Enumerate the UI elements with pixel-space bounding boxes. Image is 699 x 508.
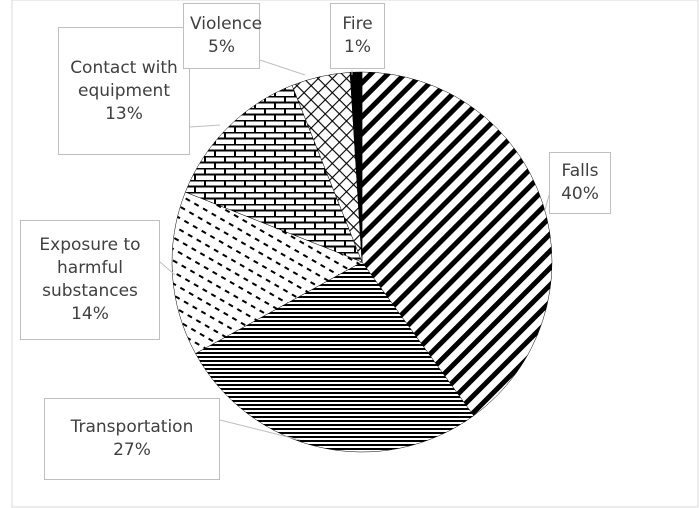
leader-line bbox=[259, 59, 306, 76]
data-label: Contact with equipment 13% bbox=[58, 27, 190, 155]
value-label: 27% bbox=[113, 440, 151, 460]
category-label: Contact with equipment bbox=[70, 57, 178, 101]
value-label: 1% bbox=[344, 37, 371, 57]
category-label: Fire bbox=[342, 14, 373, 34]
category-label: Transportation bbox=[70, 417, 194, 437]
leader-line bbox=[159, 261, 176, 276]
leader-line bbox=[189, 124, 221, 128]
data-label: Violence 5% bbox=[183, 3, 263, 69]
data-label: Falls 40% bbox=[549, 152, 611, 214]
chart-frame bbox=[11, 0, 699, 508]
category-label: Violence bbox=[190, 14, 263, 34]
category-label: Exposure to harmful substances bbox=[39, 235, 141, 301]
leader-line bbox=[219, 419, 301, 441]
pie-slice bbox=[361, 71, 553, 417]
pie-slice bbox=[185, 85, 363, 263]
pie-slice bbox=[171, 191, 363, 354]
data-label: Fire 1% bbox=[330, 3, 385, 69]
data-label: Transportation 27% bbox=[44, 398, 220, 480]
value-label: 5% bbox=[208, 37, 235, 57]
pie-slice bbox=[349, 71, 363, 263]
value-label: 14% bbox=[71, 304, 109, 324]
value-label: 40% bbox=[561, 184, 599, 204]
leader-line bbox=[544, 194, 550, 211]
data-label: Exposure to harmful substances 14% bbox=[20, 220, 160, 340]
value-label: 13% bbox=[105, 103, 143, 124]
pie-slice bbox=[195, 261, 475, 453]
category-label: Falls bbox=[561, 161, 599, 181]
